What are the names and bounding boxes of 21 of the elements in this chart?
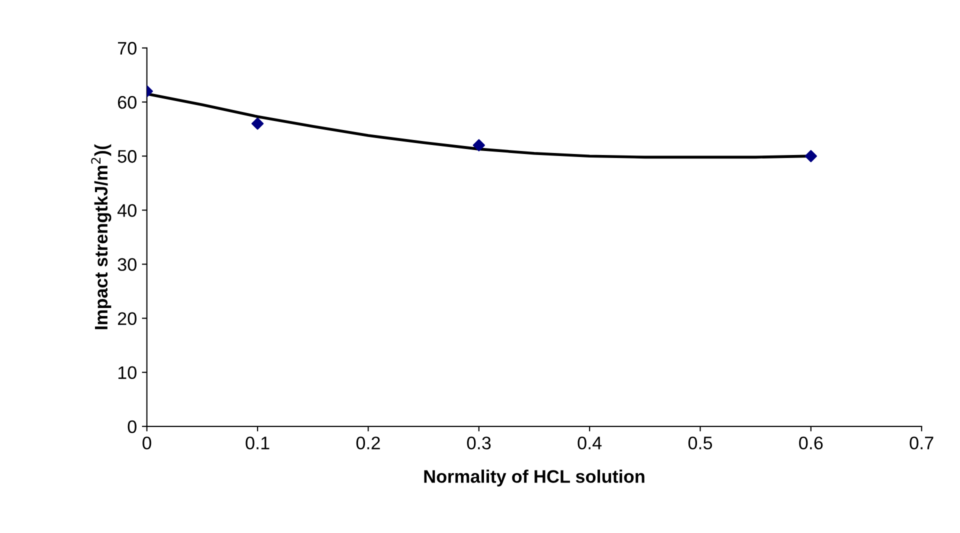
y-tick-label: 30 (118, 258, 136, 271)
y-tick-label: 50 (118, 150, 136, 163)
x-tick-label: 0.5 (688, 436, 712, 450)
point (251, 118, 264, 130)
y-tick-label: 60 (118, 96, 136, 109)
x-axis-title: Normality of HCL solution (424, 470, 644, 486)
y-tick-label: 20 (118, 312, 136, 325)
y-tick-label: 70 (118, 42, 136, 55)
x-tick-label: 0.1 (246, 436, 270, 450)
x-tick-label: 0.3 (467, 436, 491, 450)
point (804, 150, 817, 162)
x-tick-label: 0.7 (910, 436, 934, 450)
y-tick-label: 10 (118, 366, 136, 380)
point (472, 139, 485, 152)
x-tick-label: 0.4 (578, 436, 602, 450)
x-tick-label: 0 (142, 436, 152, 450)
x-tick-label: 0.2 (356, 436, 380, 450)
x-tick-label: 0.6 (799, 436, 823, 450)
y-axis-title: Impact strengtkJ/m$^{2}$)( (91, 144, 112, 330)
y-tick-label: 0 (128, 420, 136, 434)
y-tick-label: 40 (117, 204, 136, 217)
